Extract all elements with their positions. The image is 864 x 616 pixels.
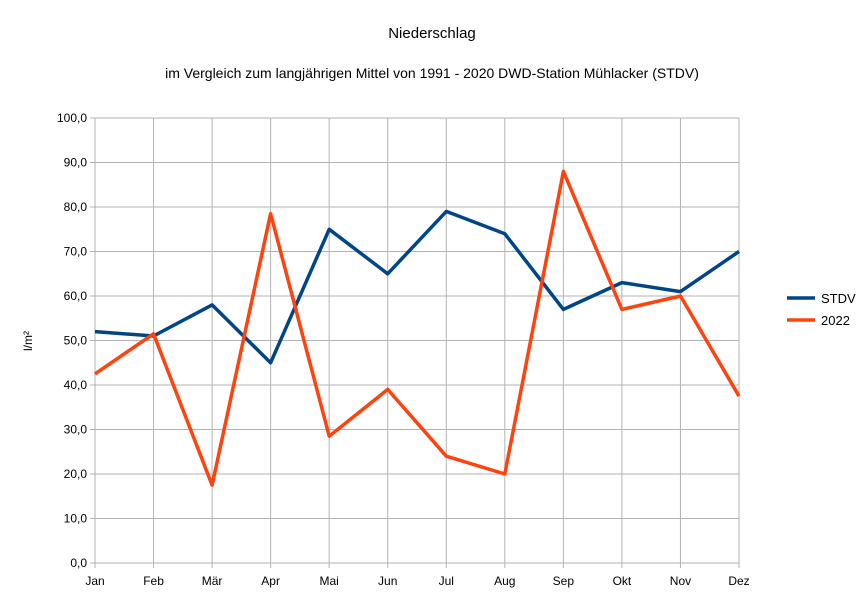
x-tick-label: Aug xyxy=(494,574,515,588)
chart-title: Niederschlag xyxy=(388,25,476,42)
y-tick-label: 60,0 xyxy=(64,289,88,303)
y-axis-label: l/m² xyxy=(21,331,35,351)
axis-ticks: 0,0 10,0 20,0 30,0 40,0 50,0 60,0 70,0 80,0 90,0 1… xyxy=(57,111,750,588)
x-tick-label: Jan xyxy=(85,574,104,588)
series-lines xyxy=(94,169,741,487)
x-tick-label: Feb xyxy=(143,574,164,588)
y-tick-label: 80,0 xyxy=(64,200,88,214)
chart-subtitle: im Vergleich zum langjährigen Mittel von… xyxy=(165,65,699,81)
y-tick-label: 0,0 xyxy=(70,556,87,570)
series-line-stdv xyxy=(94,209,740,365)
y-tick-label: 90,0 xyxy=(64,156,88,170)
y-tick-label: 70,0 xyxy=(64,245,88,259)
legend-label: 2022 xyxy=(821,313,850,328)
y-tick-label: 40,0 xyxy=(64,378,88,392)
y-tick-label: 30,0 xyxy=(64,423,88,437)
x-tick-label: Dez xyxy=(728,574,749,588)
y-tick-label: 50,0 xyxy=(64,334,88,348)
y-tick-label: 20,0 xyxy=(64,467,88,481)
y-tick-label: 100,0 xyxy=(57,111,87,125)
y-tick-label: 10,0 xyxy=(64,512,88,526)
x-tick-label: Okt xyxy=(613,574,632,588)
x-tick-label: Sep xyxy=(553,574,575,588)
grid xyxy=(94,117,740,564)
x-tick-label: Jun xyxy=(378,574,397,588)
legend: STDV 2022 xyxy=(787,291,856,328)
x-tick-label: Mär xyxy=(202,574,223,588)
legend-label: STDV xyxy=(821,291,856,306)
x-tick-label: Apr xyxy=(261,574,280,588)
x-tick-label: Nov xyxy=(670,574,691,588)
x-tick-label: Mai xyxy=(320,574,339,588)
x-tick-label: Jul xyxy=(439,574,454,588)
series-line-2022 xyxy=(94,169,741,487)
